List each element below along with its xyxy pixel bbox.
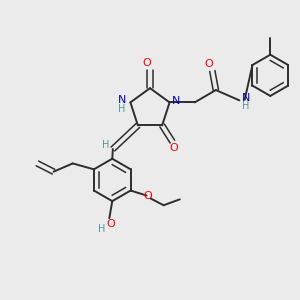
Text: O: O — [144, 190, 152, 200]
Text: N: N — [172, 96, 180, 106]
Text: H: H — [118, 104, 125, 114]
Text: H: H — [98, 224, 106, 233]
Text: O: O — [169, 143, 178, 153]
Text: O: O — [106, 218, 115, 229]
Text: O: O — [204, 59, 213, 69]
Text: N: N — [242, 93, 251, 103]
Text: H: H — [102, 140, 109, 151]
Text: N: N — [117, 95, 126, 105]
Text: H: H — [242, 101, 250, 111]
Text: O: O — [142, 58, 151, 68]
